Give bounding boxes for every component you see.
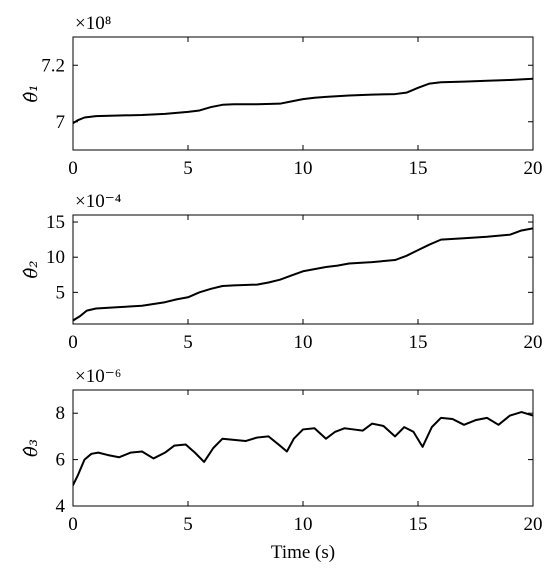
y-axis-label: θ̂₁ <box>21 84 42 102</box>
series-line-2 <box>73 227 533 322</box>
subplot-theta3: 0 5 10 15 20 4 6 8 ×10⁻⁶ θ̂₃ Time (s) <box>21 366 543 563</box>
series-line-3 <box>73 411 533 487</box>
x-tick-label: 0 <box>68 514 78 535</box>
series-line-1 <box>73 77 533 125</box>
y-tick-label: 5 <box>56 282 66 303</box>
x-axis-label: Time (s) <box>271 542 335 563</box>
x-tick-label: 20 <box>524 158 543 179</box>
axes-frame <box>72 214 534 325</box>
x-tick-label: 15 <box>409 514 428 535</box>
y-tick-label: 15 <box>46 212 65 233</box>
x-tick-label: 0 <box>68 332 78 353</box>
x-tick-label: 10 <box>294 514 313 535</box>
x-tick-label: 20 <box>524 514 543 535</box>
axis-exponent-label: ×10⁻⁶ <box>75 366 121 387</box>
x-tick-label: 10 <box>294 158 313 179</box>
x-tick-label: 0 <box>68 158 78 179</box>
y-axis-label: θ̂₂ <box>21 260 42 278</box>
subplot-theta2: 0 5 10 15 20 5 10 15 ×10⁻⁴ θ̂₂ <box>21 191 543 353</box>
y-tick-label: 7 <box>56 112 66 133</box>
axes-frame <box>72 36 534 151</box>
axis-exponent-label: ×10⁸ <box>75 13 111 34</box>
subplot-theta1: 0 5 10 15 20 7 7.2 ×10⁸ θ̂₁ <box>21 13 543 179</box>
y-axis-label: θ̂₃ <box>21 439 42 457</box>
axis-exponent-label: ×10⁻⁴ <box>75 191 122 212</box>
x-tick-label: 15 <box>409 332 428 353</box>
x-tick-label: 5 <box>183 514 193 535</box>
x-tick-label: 5 <box>183 158 193 179</box>
axes-frame <box>72 389 534 507</box>
y-tick-label: 6 <box>56 450 66 471</box>
x-tick-label: 10 <box>294 332 313 353</box>
y-tick-label: 10 <box>46 247 65 268</box>
y-tick-label: 8 <box>56 403 66 424</box>
y-tick-label: 7.2 <box>41 55 65 76</box>
x-tick-label: 15 <box>409 158 428 179</box>
x-tick-label: 20 <box>524 332 543 353</box>
x-tick-label: 5 <box>183 332 193 353</box>
y-tick-label: 4 <box>56 496 66 517</box>
